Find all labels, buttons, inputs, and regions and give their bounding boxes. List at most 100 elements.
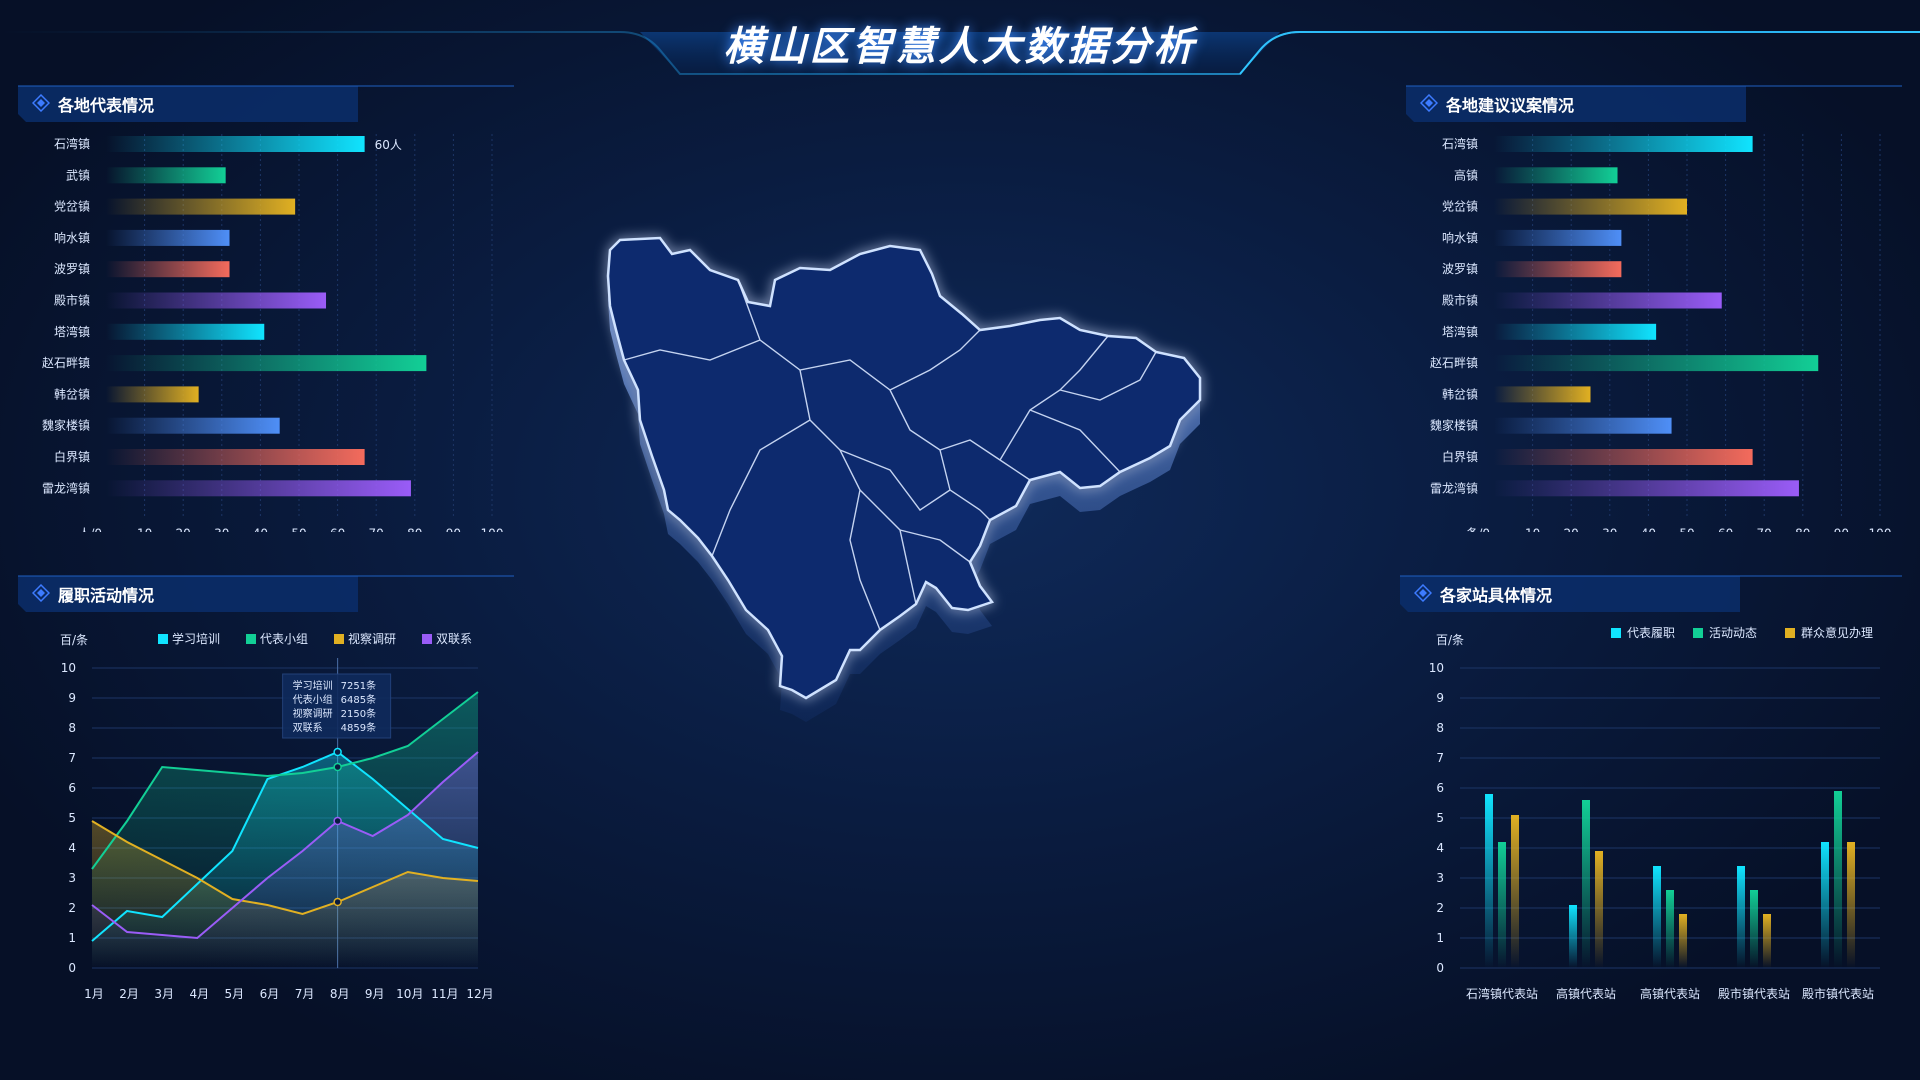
legend-label: 视察调研	[348, 631, 396, 646]
category-label: 殿市镇	[1442, 293, 1478, 308]
axis-unit-label: 人/0	[78, 527, 102, 532]
legend-label: 活动动态	[1709, 626, 1757, 640]
bar	[1737, 866, 1745, 968]
bar	[1494, 229, 1622, 246]
bar	[106, 261, 230, 278]
legend-label: 学习培训	[172, 631, 220, 646]
category-label: 波罗镇	[1442, 262, 1478, 276]
tooltip-label: 学习培训	[293, 679, 333, 692]
tick-label: 11月	[431, 987, 458, 1001]
tick-label: 2	[1436, 901, 1444, 915]
tick-label: 6月	[260, 987, 280, 1001]
bar	[1494, 292, 1722, 309]
tick-label: 2月	[119, 987, 139, 1001]
tick-label: 70	[1757, 527, 1772, 532]
tooltip-label: 双联系	[293, 722, 323, 734]
category-label: 雷龙湾镇	[42, 480, 90, 495]
tooltip-box	[282, 673, 392, 739]
tick-label: 100	[1869, 527, 1892, 532]
category-label: 高镇代表站	[1640, 986, 1700, 1001]
tick-label: 0	[1436, 961, 1444, 975]
panel-activity: 履职活动情况 百/条 学习培训 代表小组 视察调研 双联系 0 1 2 3 4 5 6 7 8 9 10 1月 2…	[18, 574, 514, 1018]
category-label: 殿市镇代表站	[1802, 986, 1874, 1001]
panel-title: 各地代表情况	[58, 96, 155, 115]
panel-title: 各地建议议案情况	[1446, 96, 1575, 115]
tick-label: 80	[407, 527, 422, 532]
tooltip-value: 6485条	[341, 693, 376, 706]
tick-label: 80	[1795, 527, 1810, 532]
tick-label: 4月	[189, 987, 209, 1001]
category-label: 石湾镇代表站	[1466, 986, 1538, 1001]
tick-label: 50	[291, 527, 306, 532]
category-label: 波罗镇	[54, 262, 90, 276]
category-label: 韩岔镇	[1442, 386, 1478, 401]
tick-label: 10	[1525, 527, 1540, 532]
bar	[1494, 323, 1657, 340]
category-label: 殿市镇	[54, 293, 90, 308]
bar	[1582, 800, 1590, 968]
bar	[106, 449, 365, 465]
tick-label: 9月	[365, 987, 385, 1001]
series-point	[333, 762, 342, 772]
legend-swatch	[246, 634, 256, 644]
tick-label: 60	[330, 527, 345, 532]
series-point	[333, 897, 342, 907]
series-area	[92, 752, 478, 968]
tick-label: 10月	[396, 987, 423, 1001]
tick-label: 8月	[330, 987, 350, 1001]
category-label: 魏家楼镇	[1430, 418, 1478, 433]
legend-label: 代表履职	[1627, 626, 1675, 640]
bar	[106, 323, 265, 340]
tick-label: 5	[68, 811, 76, 825]
bar	[1821, 842, 1829, 968]
category-label: 韩岔镇	[54, 386, 90, 401]
panel-station: 各家站具体情况 百/条 代表履职 活动动态 群众意见办理 0 1 2 3 4 5 6 7 8 9 10 石湾镇…	[1400, 574, 1902, 1018]
proposal-bar-chart: 石湾镇高镇党岔镇响水镇波罗镇殿市镇塔湾镇赵石畔镇韩岔镇魏家楼镇白界镇雷龙湾镇条/…	[1430, 134, 1892, 532]
series-point	[333, 816, 342, 826]
tick-label: 10	[137, 527, 152, 532]
category-label: 殿市镇代表站	[1718, 986, 1790, 1001]
category-label: 赵石畔镇	[1430, 356, 1478, 370]
panel-proposal: 各地建议议案情况 石湾镇 高镇 党岔镇 响水镇 波罗镇 殿市镇 塔湾镇 赵石畔镇 韩岔镇 魏家楼镇…	[1406, 84, 1902, 532]
bar	[1494, 261, 1622, 278]
tick-label: 5	[1436, 811, 1444, 825]
tick-label: 60	[1718, 527, 1733, 532]
bar	[106, 198, 296, 215]
tick-label: 0	[68, 961, 76, 975]
title-bar	[0, 31, 1920, 75]
tick-label: 3	[68, 871, 76, 885]
legend-swatch	[1785, 628, 1795, 638]
category-label: 响水镇	[1442, 230, 1478, 245]
series-line	[91, 750, 479, 942]
legend-swatch	[1693, 628, 1703, 638]
region-map	[606, 236, 1202, 722]
panel-header	[1400, 575, 1902, 612]
bar	[1834, 791, 1842, 968]
legend-label: 双联系	[436, 632, 472, 646]
tick-label: 1月	[84, 987, 104, 1001]
tick-label: 10	[1429, 661, 1444, 675]
tick-label: 10	[61, 661, 76, 675]
category-label: 石湾镇	[1442, 136, 1478, 151]
bar	[1494, 355, 1819, 372]
category-label: 塔湾镇	[1442, 324, 1478, 339]
legend-label: 群众意见办理	[1801, 625, 1873, 640]
tick-label: 4	[1436, 841, 1444, 855]
category-label: 响水镇	[54, 230, 90, 245]
bar	[106, 292, 327, 309]
bar	[1511, 815, 1519, 968]
bar	[1494, 417, 1672, 434]
bar	[106, 480, 411, 497]
tick-label: 90	[1834, 527, 1849, 532]
tick-label: 6	[1436, 781, 1444, 795]
category-label: 党岔镇	[1442, 199, 1478, 214]
category-label: 雷龙湾镇	[1430, 480, 1478, 495]
series-line	[91, 691, 479, 870]
category-label: 武镇	[66, 168, 90, 182]
bar	[1653, 866, 1661, 968]
tick-label: 30	[1602, 527, 1617, 532]
tick-label: 5月	[225, 987, 245, 1001]
category-label: 塔湾镇	[54, 324, 90, 339]
legend-swatch	[1611, 628, 1621, 638]
panel-title: 各家站具体情况	[1440, 586, 1553, 605]
